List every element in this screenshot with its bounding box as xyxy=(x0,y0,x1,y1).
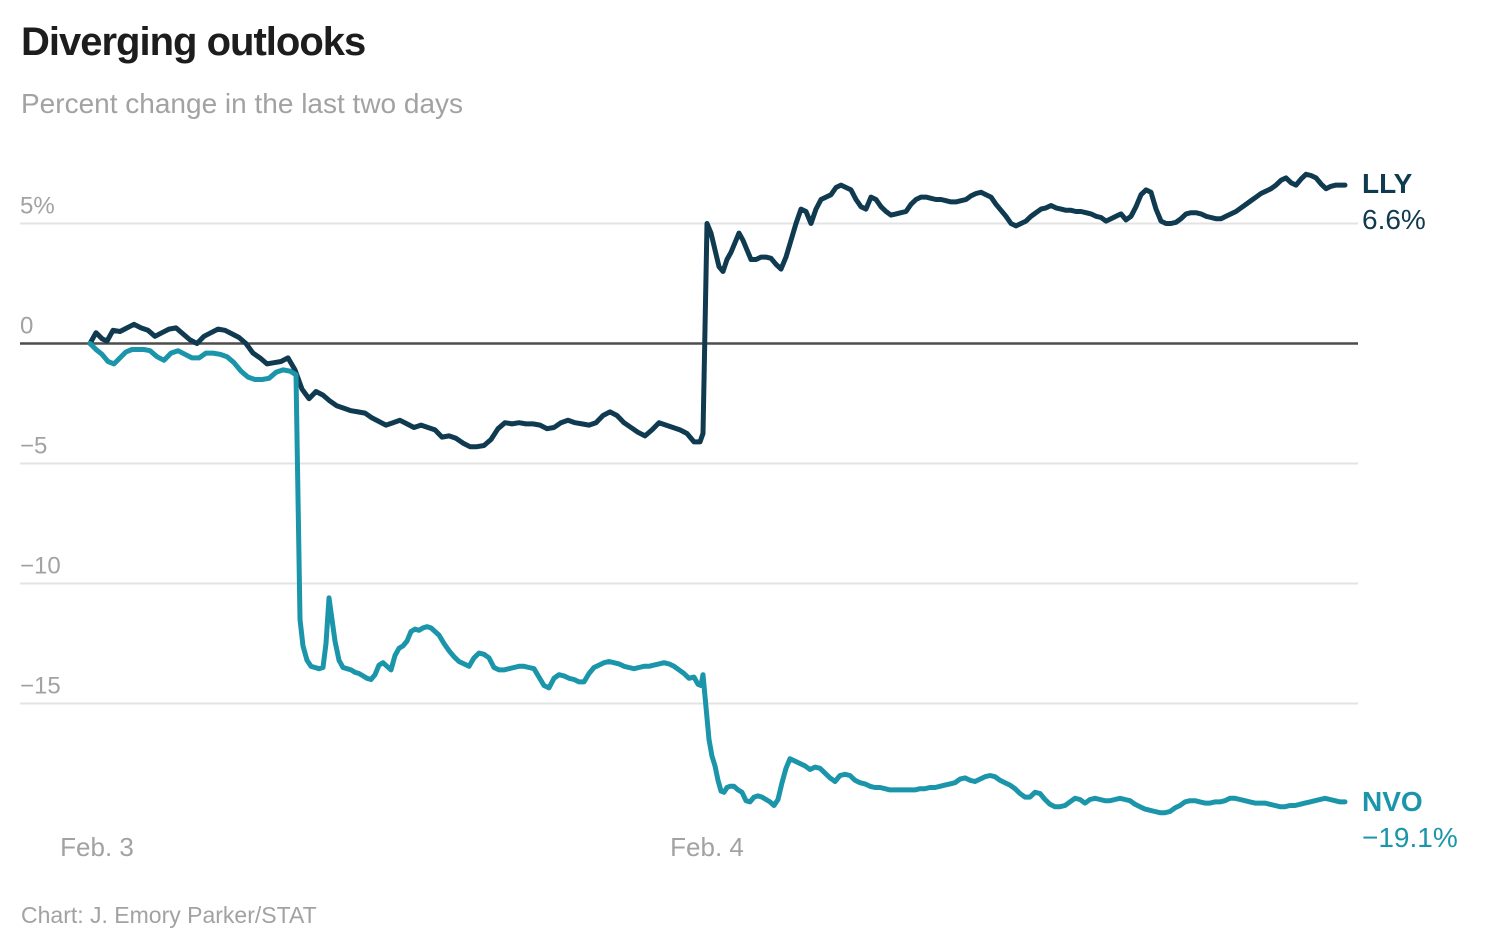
y-tick-label--5: −5 xyxy=(20,433,47,460)
series-name-lly: LLY xyxy=(1362,168,1413,199)
y-tick-label-5: 5% xyxy=(20,193,55,220)
series-value-lly: 6.6% xyxy=(1362,204,1426,235)
y-tick-label--10: −10 xyxy=(20,553,61,580)
y-tick-label--15: −15 xyxy=(20,673,61,700)
series-end-label-nvo: NVO −19.1% xyxy=(1362,786,1458,853)
series-name-nvo: NVO xyxy=(1362,786,1423,817)
series-end-label-lly: LLY 6.6% xyxy=(1362,168,1426,235)
series-line-lly xyxy=(87,171,1348,450)
x-tick-label-1: Feb. 4 xyxy=(670,832,744,862)
chart-title: Diverging outlooks xyxy=(21,20,366,64)
x-tick-label-0: Feb. 3 xyxy=(60,832,134,862)
chart-credit: Chart: J. Emory Parker/STAT xyxy=(21,902,317,928)
series-line-nvo xyxy=(87,341,1348,816)
y-tick-label-0: 0 xyxy=(20,313,33,340)
chart-subtitle: Percent change in the last two days xyxy=(21,88,464,119)
series-value-nvo: −19.1% xyxy=(1362,822,1458,853)
